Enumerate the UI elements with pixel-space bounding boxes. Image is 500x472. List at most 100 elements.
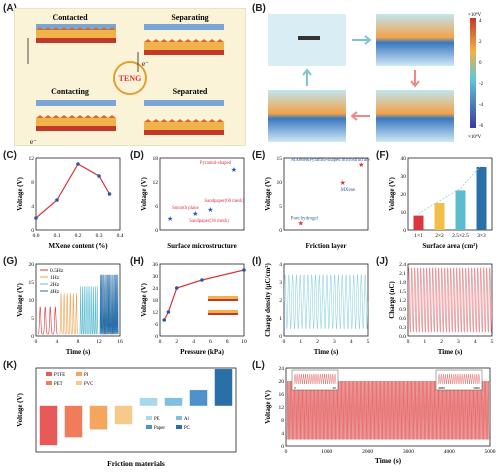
x-tick-label: 0 [407,339,410,345]
y-axis-title: Voltage (V) [16,176,24,210]
y-tick-label: 1.8 [399,280,406,286]
colorbar-tick: 4 [479,19,482,24]
x-tick-label: 3×3 [477,233,486,239]
inset-frame [291,369,339,391]
y-tick-label: 10 [277,180,283,186]
x-tick-label: 2000 [362,449,373,455]
chart-k: Friction materials Voltage (V) PTFE PI PET PV… [16,367,237,468]
cell-separated [144,100,224,135]
cell-contacting [36,100,116,131]
plot-frame [285,367,491,447]
panel-a-schematic: Contacted Separating Contacting Separate… [14,8,246,146]
x-tick-label: 4000 [444,449,455,455]
y-tick-label: 16 [279,392,285,398]
sim-frame-3 [268,90,346,142]
y-tick-label: 1 [279,316,282,322]
y-tick-label: 5 [279,204,282,210]
inset-layer [208,296,238,299]
colorbar-tick: -6 [479,124,484,129]
y-axis-title: Voltage (V) [140,176,148,210]
y-tick-label: 24 [153,286,159,292]
data-point [97,174,101,178]
colorbar-tick: 0 [479,61,482,66]
inset-x-tick: 4980 [438,386,445,390]
x-axis-title: Pressure (kPa) [180,348,225,356]
series-line [35,163,111,219]
bar [455,190,466,230]
x-tick-label: 2 [316,339,319,345]
y-tick-label: 12 [279,405,285,411]
y-tick-label: 20 [401,192,407,198]
cell-separating [144,24,224,55]
x-tick-label: 3 [457,339,460,345]
point-label: Smooth plane [172,206,199,211]
y-tick-label: 24 [279,366,285,372]
y-tick-label: 0.9 [399,307,406,313]
data-point [34,216,38,220]
x-axis-title: MXene content (%) [48,242,108,250]
legend-label: PC [184,426,190,431]
data-point [76,162,80,166]
label-teng: TENG [119,74,142,83]
bar [89,405,108,430]
x-tick-label: 6 [209,339,212,345]
bar [39,405,58,446]
label-e-minus-bottom: e⁻ [30,138,37,146]
x-tick-label: 0.4 [117,233,124,239]
legend-label: PI [84,373,89,378]
legend-label: PE [154,417,160,422]
x-tick-label: 1 [423,339,426,345]
y-tick-label: 36 [153,262,159,268]
y-tick-label: 12 [153,310,159,316]
chart-c: MXene content (%) Voltage (V) 0 4 8 12 0.0 0.1 0… [16,156,124,250]
y-tick-label: 0 [31,334,34,340]
point-label: Pure hydrogel [291,216,319,221]
y-axis-title: Voltage (V) [16,392,24,426]
x-tick-label: 2 [440,339,443,345]
y-tick-label: 0.3 [399,325,406,331]
chart-i: Time (s) Charge density (μC/cm²) 0 1 2 3 4 0 1 2 3… [264,262,370,356]
y-axis-title: Voltage (V) [264,176,272,210]
x-tick-label: 5 [491,339,494,345]
y-tick-label: 1.2 [399,298,406,304]
y-tick-label: 6 [155,204,158,210]
y-tick-label: 4 [281,431,284,437]
panel-label-c: (C) [3,150,17,161]
panel-label-f: (F) [376,150,389,161]
chart-g: Time (s) Voltage (V) 0 5 10 15 20 0 4 8 12 16 0.5Hz1… [16,262,123,356]
bar [164,397,183,406]
bar [214,369,233,406]
inset-layer [208,313,238,315]
y-tick-label: 30 [153,274,159,280]
data-point: ★ [298,219,304,227]
data-point [55,198,59,202]
series-line [283,274,369,330]
data-point [166,310,171,314]
chart-f: Surface area (cm²) Voltage (V) 0 10 20 30 40 1×… [388,156,493,250]
x-axis-title: Friction layer [305,242,346,250]
y-tick-label: 0 [279,334,282,340]
y-tick-label: 8 [31,180,34,186]
x-tick-label: 16 [117,339,123,345]
plot-frame [283,157,369,231]
bar [434,203,445,230]
panel-label-i: (I) [252,256,262,267]
legend-swatch [176,425,182,429]
data-point [200,278,204,282]
y-tick-label: 4 [279,262,282,268]
point-label: Pyramid-shaped [200,161,232,166]
y-tick-label: 0 [279,228,282,234]
label-contacted: Contacted [52,13,88,22]
y-tick-label: 5 [31,316,34,322]
y-tick-label: 0 [403,228,406,234]
legend-label: Paper [154,426,165,431]
x-axis-title: Time (s) [375,456,402,465]
label-contacting: Contacting [51,87,89,96]
legend-label: PVC [84,382,93,387]
inset-x-tick: 0 [294,386,296,390]
x-axis-title: Time (s) [66,348,91,356]
plot-frame [407,157,493,231]
x-axis-title: Time (s) [314,348,339,356]
y-tick-label: 12 [29,156,35,162]
